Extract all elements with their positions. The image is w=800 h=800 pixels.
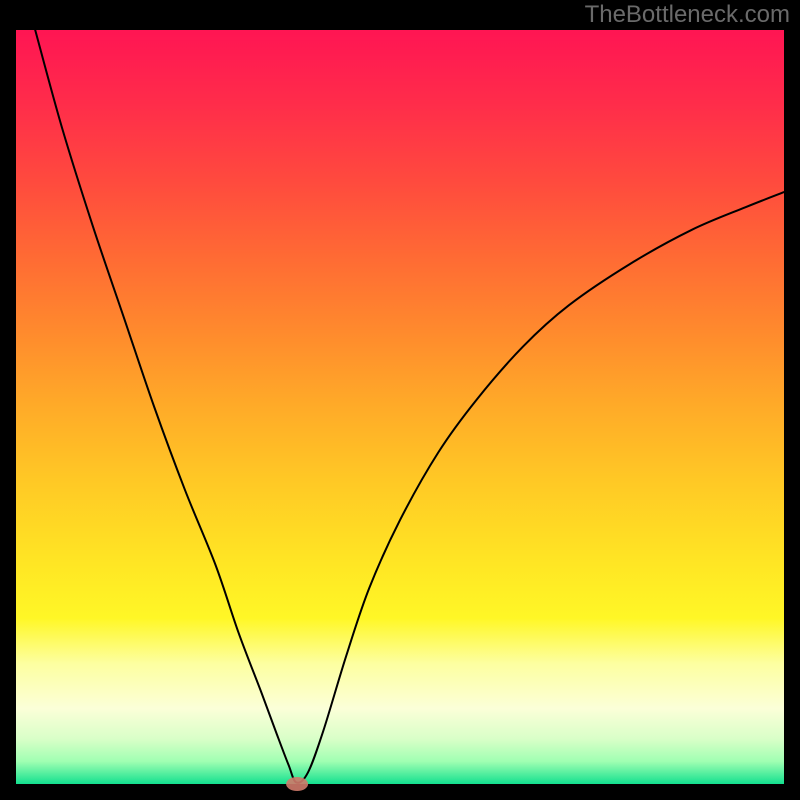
watermark: TheBottleneck.com <box>585 1 790 28</box>
bottleneck-chart: TheBottleneck.com <box>0 0 800 800</box>
chart-svg: TheBottleneck.com <box>0 0 800 800</box>
plot-background <box>16 30 784 784</box>
optimal-marker <box>286 777 308 791</box>
